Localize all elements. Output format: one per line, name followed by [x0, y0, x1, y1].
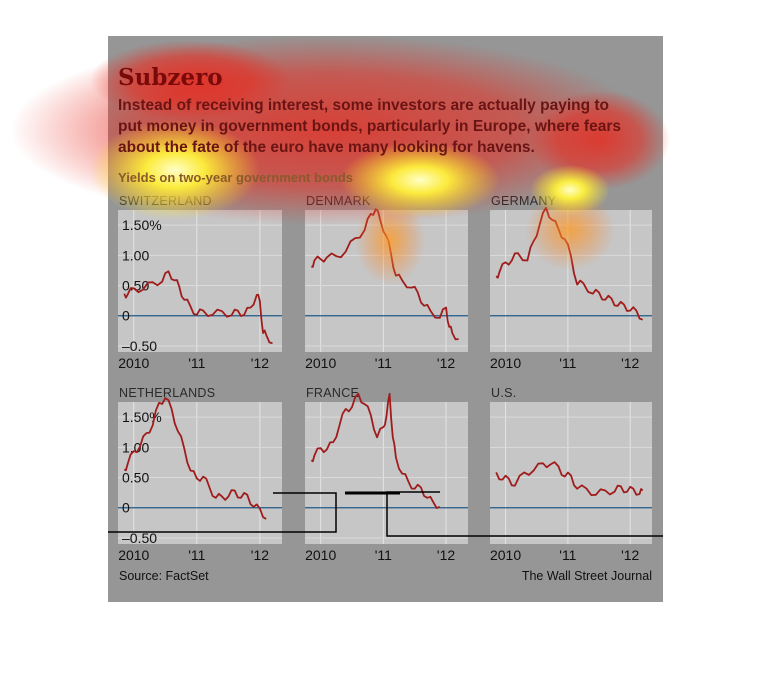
- x-tick-label-netherlands: '12: [251, 547, 269, 563]
- heat-red-region-title: [90, 40, 290, 120]
- series-line-netherlands: [123, 397, 267, 520]
- plot-area-u-s: [490, 402, 652, 544]
- x-tick-label-u-s: '11: [559, 547, 576, 563]
- y-tick-label-netherlands: 0.50: [122, 470, 149, 486]
- subtitle-line-2: put money in government bonds, particula…: [118, 118, 621, 135]
- heat-yellow-region-left: [90, 120, 260, 220]
- panel-title-netherlands: NETHERLANDS: [119, 386, 215, 400]
- x-tick-label-u-s: '12: [621, 547, 639, 563]
- x-tick-label-denmark: 2010: [305, 355, 336, 371]
- panel-title-france: FRANCE: [306, 386, 359, 400]
- y-tick-label-netherlands: 1.00: [122, 439, 149, 455]
- y-tick-label-netherlands: 1.50%: [122, 409, 162, 425]
- x-tick-label-denmark: '12: [437, 355, 455, 371]
- y-tick-label-switzerland: –0.50: [122, 338, 157, 354]
- x-tick-label-switzerland: 2010: [118, 355, 149, 371]
- x-tick-label-denmark: '11: [375, 355, 392, 371]
- y-tick-label-switzerland: 1.50%: [122, 217, 162, 233]
- attention-heatmap-overlay: [10, 35, 670, 285]
- y-tick-label-switzerland: 1.00: [122, 247, 149, 263]
- x-tick-label-france: '11: [375, 547, 392, 563]
- plot-area-switzerland: [118, 210, 282, 352]
- yields-label: Yields on two-year government bonds: [118, 170, 353, 185]
- series-line-france: [310, 392, 441, 509]
- heat-yellow-region-right: [530, 165, 610, 215]
- y-tick-label-netherlands: –0.50: [122, 530, 157, 546]
- x-tick-label-germany: '12: [621, 355, 639, 371]
- x-tick-label-germany: '11: [559, 355, 576, 371]
- y-tick-label-switzerland: 0: [122, 308, 130, 324]
- annotation-line-right: [386, 491, 663, 537]
- x-tick-label-u-s: 2010: [490, 547, 521, 563]
- x-tick-label-germany: 2010: [490, 355, 521, 371]
- panel-u-s: U.S. 2010 '11 '12: [490, 386, 652, 563]
- annotation-lines: [108, 491, 663, 537]
- subtitle-line-1: Instead of receiving interest, some inve…: [118, 97, 609, 114]
- series-line-u-s: [495, 461, 644, 496]
- x-tick-label-switzerland: '11: [188, 355, 205, 371]
- chart-title: Subzero: [118, 64, 223, 91]
- heat-red-region-right: [530, 90, 670, 190]
- series-line-switzerland: [123, 270, 273, 345]
- x-tick-label-netherlands: 2010: [118, 547, 149, 563]
- heat-yellow-region-center: [340, 142, 500, 218]
- source-note: Source: FactSet: [119, 569, 209, 583]
- subtitle-line-3: about the fate of the euro have many loo…: [118, 139, 535, 156]
- plot-area-netherlands: [118, 402, 282, 544]
- credit-note: The Wall Street Journal: [522, 569, 652, 583]
- panel-title-u-s: U.S.: [491, 386, 517, 400]
- x-tick-label-switzerland: '12: [251, 355, 269, 371]
- y-tick-label-netherlands: 0: [122, 500, 130, 516]
- annotation-line-left: [108, 492, 337, 533]
- x-tick-label-netherlands: '11: [188, 547, 205, 563]
- x-tick-label-france: '12: [437, 547, 455, 563]
- x-tick-label-france: 2010: [305, 547, 336, 563]
